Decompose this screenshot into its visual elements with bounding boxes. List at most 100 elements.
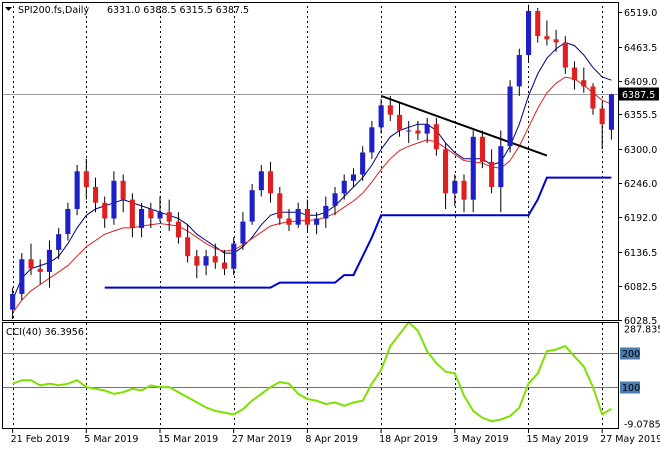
- x-tick-label-0: 21 Feb 2019: [11, 434, 70, 445]
- candle-55: [516, 55, 522, 87]
- candle-36: [341, 180, 347, 194]
- candle-25: [240, 221, 246, 244]
- support-line: [104, 176, 612, 289]
- candle-24: [231, 243, 237, 269]
- cci-line: [12, 320, 612, 423]
- candle-61: [572, 67, 578, 81]
- candle-52: [489, 161, 495, 187]
- candle-42: [397, 114, 403, 131]
- candle-43: [406, 130, 412, 132]
- candle-10: [102, 202, 108, 219]
- candle-39: [369, 127, 375, 153]
- price-tick-label-5: 6246.0: [624, 179, 657, 190]
- cci-tick-label-2: 100: [622, 383, 640, 394]
- x-tick-label-4: 8 Apr 2019: [305, 434, 358, 445]
- candle-16: [157, 212, 163, 219]
- candle-2: [28, 259, 34, 269]
- x-tick-label-1: 5 Mar 2019: [84, 434, 138, 445]
- candle-65: [608, 94, 614, 130]
- candle-15: [148, 209, 154, 219]
- candle-20: [194, 256, 200, 266]
- candle-32: [304, 209, 310, 225]
- x-ticks: 21 Feb 2019 5 Mar 2019 15 Mar 2019 27 Mar 2…: [11, 429, 660, 445]
- x-tick-label-2: 15 Mar 2019: [158, 434, 218, 445]
- candle-47: [443, 149, 449, 194]
- candle-51: [479, 136, 485, 162]
- candle-30: [286, 218, 292, 225]
- trendline: [380, 94, 548, 157]
- candle-41: [387, 105, 393, 115]
- candle-38: [360, 152, 366, 175]
- symbol-label: SPI200.fs,Daily: [18, 5, 89, 16]
- candle-22: [212, 256, 218, 263]
- price-tick-label-2: 6409.0: [624, 77, 657, 88]
- candle-26: [249, 190, 255, 222]
- candle-1: [19, 259, 25, 294]
- candle-31: [295, 209, 301, 225]
- x-tick-label-7: 15 May 2019: [526, 434, 588, 445]
- candle-13: [129, 199, 135, 228]
- cci-levels: [2, 94, 618, 388]
- candle-57: [535, 11, 541, 37]
- price-tick-label-1: 6463.5: [624, 43, 657, 54]
- cci-tick-label-0: 287.8357: [624, 325, 660, 336]
- candle-59: [553, 39, 559, 43]
- candle-23: [222, 262, 228, 269]
- cci-level-tag-bg-2: [620, 381, 640, 394]
- candle-48: [452, 180, 458, 194]
- candle-19: [185, 237, 191, 257]
- cci-tick-label-1: 200: [622, 349, 640, 360]
- candle-50: [470, 136, 476, 200]
- slow-ma-line: [12, 76, 612, 314]
- candle-17: [166, 212, 172, 222]
- cci-series-line: [12, 320, 612, 423]
- candle-53: [498, 146, 504, 188]
- candle-35: [332, 193, 338, 206]
- candle-34: [323, 205, 329, 219]
- candle-60: [562, 42, 568, 68]
- candle-7: [74, 171, 80, 209]
- candle-33: [314, 218, 320, 225]
- candles: [10, 4, 614, 320]
- candle-49: [461, 180, 467, 200]
- candle-3: [37, 268, 43, 272]
- dropdown-icon[interactable]: [5, 7, 12, 11]
- candle-8: [83, 171, 89, 187]
- candle-54: [507, 86, 513, 147]
- x-tick-label-3: 27 Mar 2019: [232, 434, 292, 445]
- candle-64: [599, 108, 605, 125]
- price-tick-label-6: 6192.0: [624, 213, 657, 224]
- candle-14: [139, 209, 145, 228]
- x-tick-label-5: 18 Apr 2019: [379, 434, 438, 445]
- price-panel-frame: [2, 2, 619, 321]
- candle-45: [424, 124, 430, 134]
- x-tick-label-8: 27 May 2019: [600, 434, 660, 445]
- candle-44: [415, 130, 421, 134]
- candle-4: [46, 249, 52, 272]
- candle-5: [56, 234, 62, 250]
- candle-62: [581, 80, 587, 87]
- price-tick-label-8: 6082.5: [624, 282, 657, 293]
- candle-37: [350, 174, 356, 181]
- candle-40: [378, 105, 384, 128]
- candle-9: [93, 187, 99, 203]
- candle-56: [526, 11, 532, 55]
- cci-panel-frame: [2, 322, 619, 429]
- candle-28: [268, 171, 274, 194]
- candle-46: [433, 124, 439, 150]
- cci-title: CCI(40) 36.3956: [6, 327, 84, 338]
- last-price-tag-bg: [619, 87, 659, 101]
- candle-29: [277, 193, 283, 219]
- price-tick-label-0: 6519.0: [624, 8, 657, 19]
- candle-0: [10, 293, 16, 310]
- candle-21: [203, 256, 209, 266]
- candle-11: [111, 180, 117, 219]
- candle-63: [590, 86, 596, 109]
- price-tags: 6387.5: [619, 87, 659, 101]
- candle-27: [258, 171, 264, 191]
- ohlc-label: 6331.0 6388.5 6315.5 6387.5: [107, 5, 249, 16]
- candle-12: [120, 180, 126, 200]
- x-tick-label-6: 3 May 2019: [453, 434, 509, 445]
